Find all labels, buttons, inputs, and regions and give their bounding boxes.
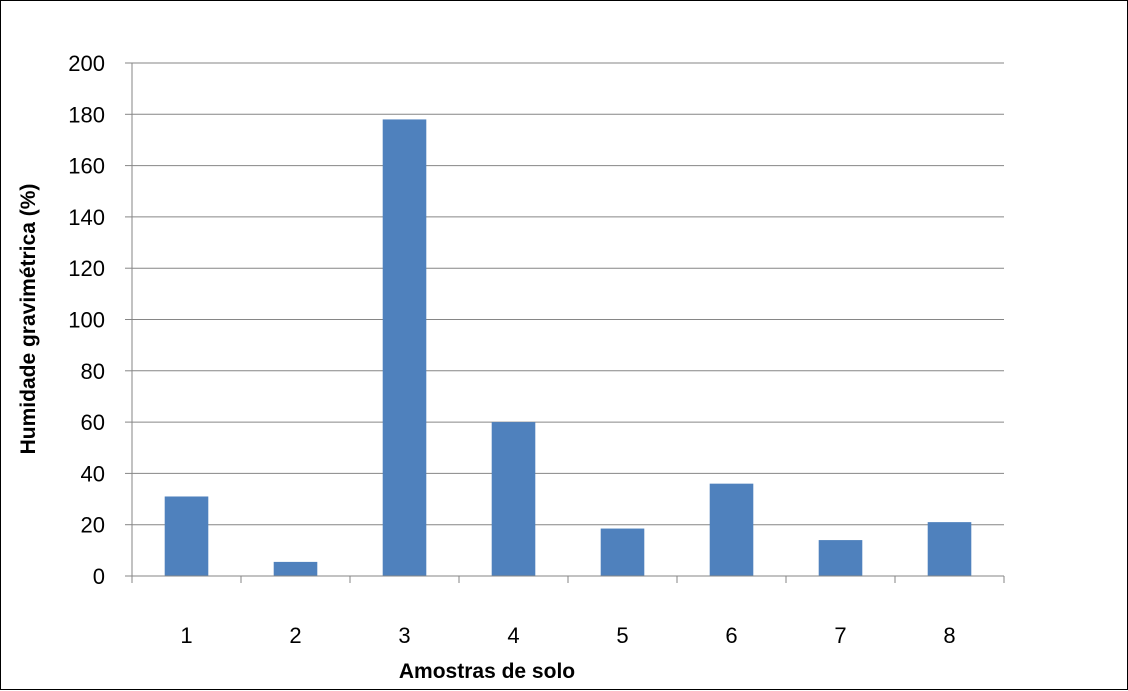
y-tick-label: 80 — [81, 359, 105, 384]
x-axis-title: Amostras de solo — [399, 660, 575, 683]
y-tick-label: 0 — [93, 564, 105, 589]
bar-7 — [818, 540, 863, 576]
y-tick-label: 140 — [68, 205, 105, 230]
y-tick-label: 120 — [68, 256, 105, 281]
y-tick-label: 40 — [81, 461, 105, 486]
y-tick-label: 100 — [68, 308, 105, 333]
y-tick-label: 60 — [81, 410, 105, 435]
x-tick-label: 8 — [943, 623, 955, 648]
bar-1 — [164, 496, 209, 576]
gridlines — [125, 62, 1004, 577]
bar-2 — [273, 561, 318, 576]
bar-6 — [709, 483, 754, 576]
y-tick-labels: 0 20 40 60 80 100 120 140 160 180 200 — [68, 51, 105, 589]
x-tick-labels: 1 2 3 4 5 6 7 8 — [180, 623, 955, 648]
bar-4 — [491, 422, 536, 576]
x-tick-label: 5 — [616, 623, 628, 648]
x-tick-label: 3 — [398, 623, 410, 648]
x-tick-label: 6 — [725, 623, 737, 648]
bar-3 — [382, 119, 427, 577]
x-tick-label: 1 — [180, 623, 192, 648]
axes — [131, 63, 1005, 583]
x-tick-label: 4 — [507, 623, 519, 648]
y-tick-label: 180 — [68, 102, 105, 127]
x-tick-label: 7 — [834, 623, 846, 648]
bar-5 — [600, 528, 645, 576]
y-tick-label: 160 — [68, 154, 105, 179]
bar-8 — [927, 522, 972, 576]
bars — [164, 119, 972, 577]
y-tick-label: 200 — [68, 51, 105, 76]
y-tick-label: 20 — [81, 513, 105, 538]
y-axis-title: Humidade gravimétrica (%) — [17, 184, 40, 455]
x-tick-label: 2 — [289, 623, 301, 648]
